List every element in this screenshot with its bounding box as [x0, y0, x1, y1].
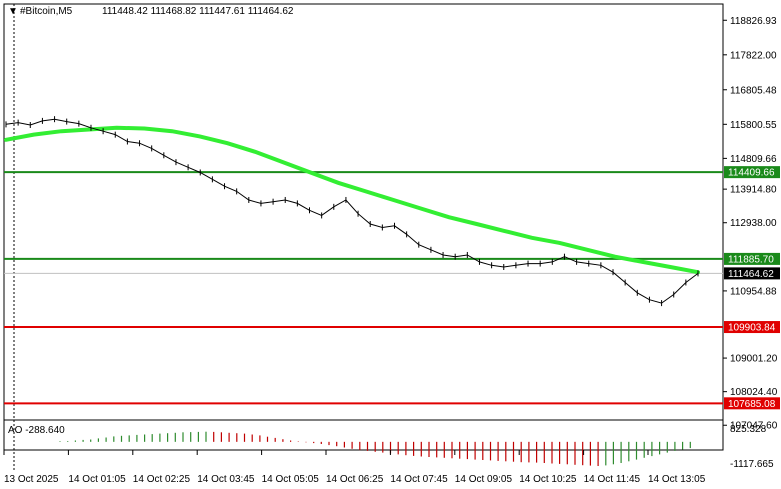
- collapse-arrow-icon[interactable]: ▼: [8, 6, 18, 17]
- awesome-oscillator: [59, 431, 691, 466]
- y-tick-label: 108024.40: [730, 387, 778, 398]
- x-tick-label: 14 Oct 02:25: [133, 474, 191, 485]
- level-tag: [724, 166, 780, 179]
- price-levels: [4, 171, 723, 405]
- x-tick-label: 14 Oct 06:25: [326, 474, 384, 485]
- y-axis: 118826.93 117822.00 116805.48 115800.55 1148…: [723, 16, 778, 432]
- ma-line: [4, 125, 700, 275]
- level-tag-label: 114409.66: [728, 168, 775, 179]
- y-tick-label: 107047.60: [730, 421, 778, 432]
- y-tick-label: 117822.00: [730, 50, 777, 61]
- x-tick-label: 14 Oct 07:45: [390, 474, 448, 485]
- moving-average: [4, 125, 700, 275]
- x-tick-label: 13 Oct 2025: [4, 474, 59, 485]
- indicator-label: AO -288.640: [8, 425, 65, 436]
- level-tag-label: 111885.70: [728, 254, 774, 265]
- price-series: [5, 116, 699, 307]
- y-tick-label: 118826.93: [730, 16, 777, 27]
- main-plot-frame: [3, 3, 724, 451]
- symbol-label: #Bitcoin,M5: [20, 6, 73, 17]
- indicator-axis-top: 825.328: [730, 424, 767, 435]
- y-tick-label: 116805.48: [730, 85, 777, 96]
- current-price-label: 111464.62: [728, 269, 774, 280]
- indicator-axis-bottom: -1117.665: [730, 459, 774, 470]
- price-line: [5, 118, 699, 304]
- y-tick-label: 112938.00: [730, 218, 777, 229]
- current-price-tag: [724, 267, 780, 280]
- y-tick-label: 113914.80: [730, 185, 777, 196]
- ohlc-readout: 111448.42 111468.82 111447.61 111464.62: [102, 6, 294, 17]
- level-tag: [724, 321, 780, 334]
- x-tick-label: 14 Oct 11:45: [584, 474, 641, 485]
- level-tag-label: 109903.84: [728, 323, 776, 334]
- x-tick-label: 14 Oct 09:05: [455, 474, 513, 485]
- x-tick-label: 14 Oct 10:25: [519, 474, 577, 485]
- y-tick-label: 114809.66: [730, 154, 777, 165]
- x-tick-label: 14 Oct 05:05: [262, 474, 320, 485]
- level-tag-label: 107685.08: [728, 399, 776, 410]
- level-tag: [724, 252, 780, 265]
- price-tags: 114409.66 111885.70 109903.84 107685.08 1114…: [724, 166, 780, 410]
- x-axis: 13 Oct 2025 14 Oct 01:05 14 Oct 02:25 14 Oc…: [3, 450, 706, 485]
- x-tick-label: 14 Oct 03:45: [197, 474, 255, 485]
- x-tick-label: 14 Oct 13:05: [648, 474, 706, 485]
- y-tick-label: 115800.55: [730, 120, 777, 131]
- y-tick-label: 109001.20: [730, 354, 778, 365]
- x-tick-label: 14 Oct 01:05: [68, 474, 126, 485]
- level-tag: [724, 397, 780, 410]
- y-tick-label: 110954.88: [730, 286, 777, 297]
